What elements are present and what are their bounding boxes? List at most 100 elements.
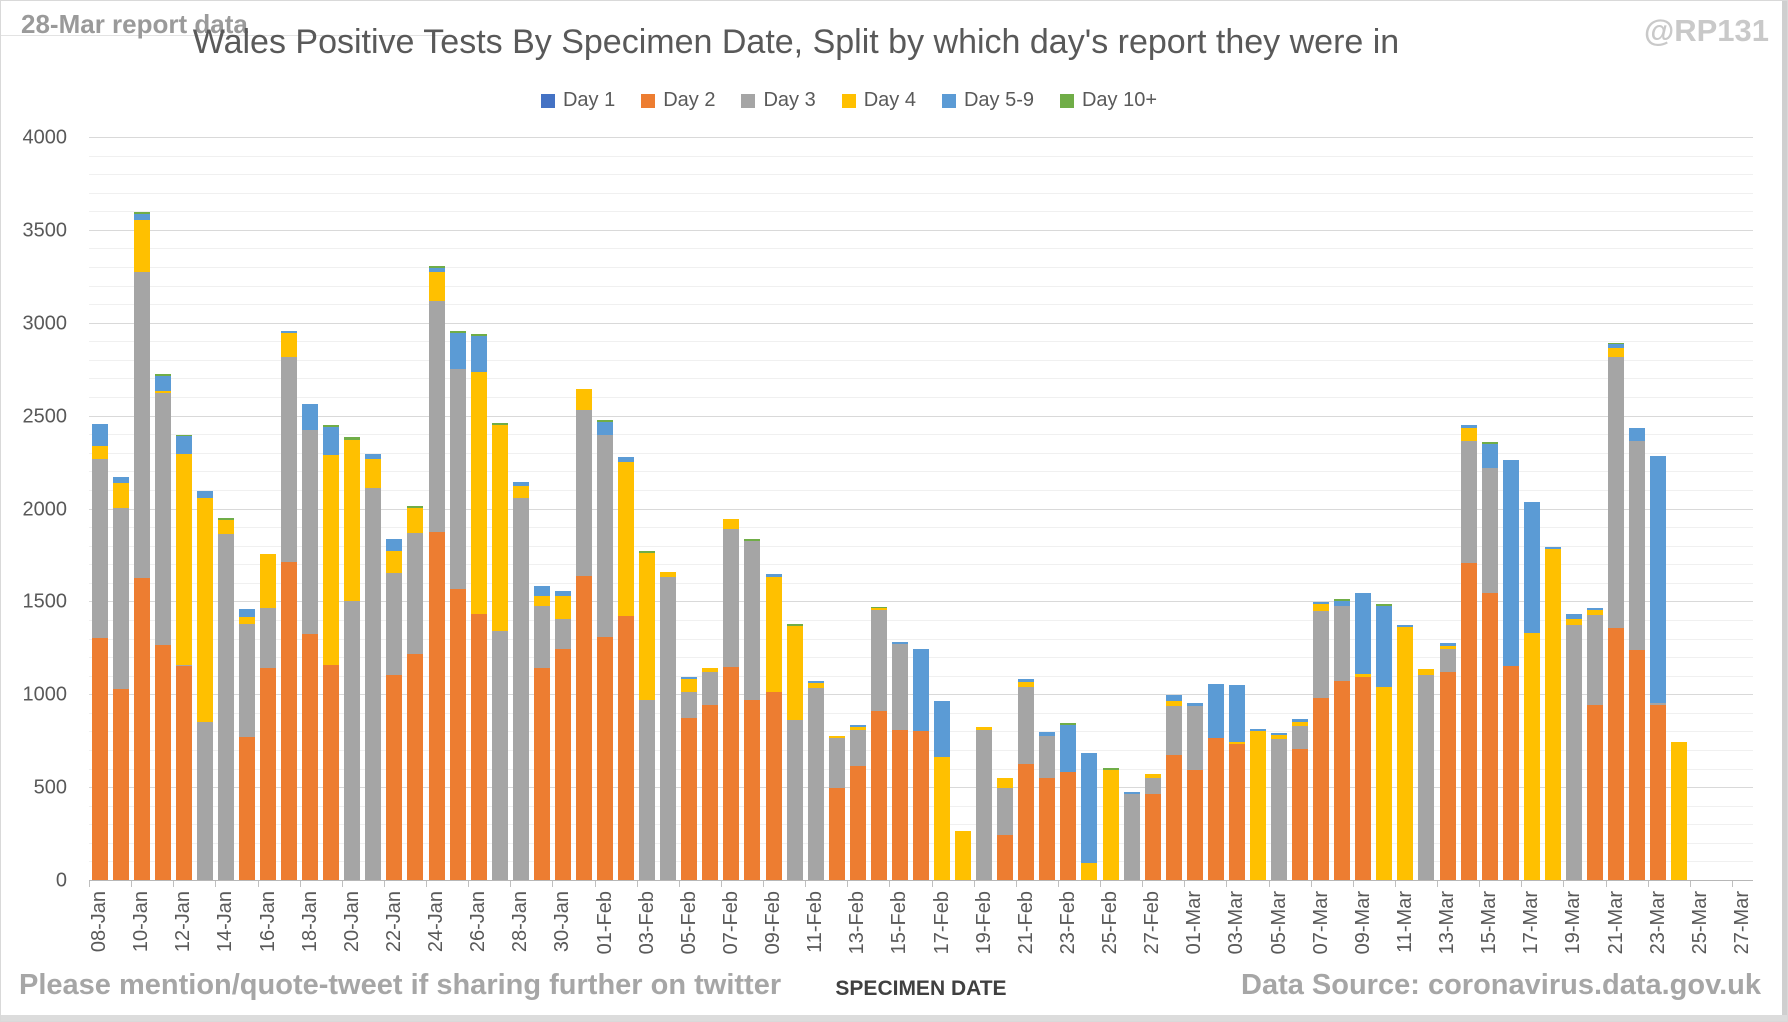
x-axis-tick-label-text: 13-Mar bbox=[1436, 891, 1459, 955]
bar-segment bbox=[91, 637, 108, 881]
bar-segment bbox=[912, 648, 929, 731]
stacked-bar bbox=[1313, 602, 1330, 881]
x-axis-tick-label-text: 05-Mar bbox=[1267, 891, 1290, 955]
bar-column-06-Feb bbox=[700, 138, 721, 881]
x-axis-tick bbox=[678, 881, 680, 887]
bar-column-03-Feb bbox=[637, 138, 658, 881]
bar-column-25-Feb bbox=[1100, 138, 1121, 881]
legend-label: Day 5-9 bbox=[963, 89, 1034, 111]
bar-column-27-Jan bbox=[489, 138, 510, 881]
footer-note: Please mention/quote-tweet if sharing fu… bbox=[19, 969, 782, 1001]
legend-swatch bbox=[540, 93, 555, 108]
bar-segment bbox=[323, 454, 340, 665]
bar-segment bbox=[407, 654, 424, 881]
bar-segment bbox=[1102, 767, 1119, 770]
bar-column-02-Mar bbox=[1205, 138, 1226, 881]
bar-segment bbox=[786, 625, 803, 721]
stacked-bar bbox=[660, 571, 677, 881]
bar-segment bbox=[386, 572, 403, 675]
stacked-bar bbox=[891, 642, 908, 881]
x-axis-tick bbox=[1184, 881, 1186, 887]
x-axis-tick-label: 13-Feb bbox=[846, 891, 869, 971]
bar-segment bbox=[597, 420, 614, 423]
bar-segment bbox=[154, 373, 171, 376]
bar-segment bbox=[891, 644, 908, 730]
legend-label: Day 1 bbox=[562, 89, 616, 111]
bar-segment bbox=[1313, 698, 1330, 881]
x-axis-tick bbox=[1015, 881, 1017, 887]
bar-segment bbox=[196, 722, 213, 881]
stacked-bar bbox=[997, 777, 1014, 881]
stacked-bar bbox=[1629, 427, 1646, 881]
bar-segment bbox=[828, 788, 845, 881]
x-axis-tick-label-text: 28-Jan bbox=[509, 891, 532, 953]
bar-segment bbox=[1355, 593, 1372, 674]
bar-segment bbox=[1292, 719, 1309, 723]
bar-segment bbox=[1565, 619, 1582, 625]
stacked-bar bbox=[1523, 502, 1540, 881]
minor-gridline bbox=[89, 434, 1753, 436]
y-axis-tick-label: 2000 bbox=[22, 498, 68, 520]
y-axis-tick-label: 0 bbox=[55, 869, 67, 892]
bar-segment bbox=[428, 301, 445, 532]
bar-segment bbox=[1629, 649, 1646, 881]
stacked-bar bbox=[554, 591, 571, 881]
bar-segment bbox=[1418, 669, 1435, 675]
bar-segment bbox=[428, 266, 445, 269]
x-axis-tick-label-text: 27-Feb bbox=[1141, 891, 1164, 955]
bar-segment bbox=[323, 664, 340, 881]
bar-segment bbox=[1018, 763, 1035, 881]
bar-segment bbox=[702, 705, 719, 881]
bar-segment bbox=[1439, 648, 1456, 673]
bar-segment bbox=[849, 729, 866, 766]
x-axis-tick-label-text: 05-Feb bbox=[677, 891, 700, 955]
bar-segment bbox=[1650, 455, 1667, 703]
x-axis-tick bbox=[1605, 881, 1607, 887]
bar-segment bbox=[344, 600, 361, 881]
bar-column-26-Jan bbox=[468, 138, 489, 881]
bar-segment bbox=[870, 609, 887, 712]
bar-segment bbox=[1586, 607, 1603, 610]
bar-segment bbox=[1165, 695, 1182, 701]
stacked-bar bbox=[1165, 695, 1182, 881]
bar-segment bbox=[1608, 344, 1625, 348]
bar-segment bbox=[428, 268, 445, 272]
x-axis-tick-label-text: 25-Feb bbox=[1099, 891, 1122, 955]
bar-segment bbox=[344, 439, 361, 601]
stacked-bar bbox=[386, 539, 403, 881]
bar-segment bbox=[470, 335, 487, 373]
bar-segment bbox=[533, 668, 550, 881]
x-axis-tick bbox=[1268, 881, 1270, 887]
bar-column-05-Feb bbox=[679, 138, 700, 881]
bar-segment bbox=[1608, 347, 1625, 358]
legend-item: Day 5-9 bbox=[941, 89, 1034, 112]
x-axis-tick-label-text: 03-Mar bbox=[1225, 891, 1248, 955]
bar-segment bbox=[91, 424, 108, 447]
bar-segment bbox=[1460, 440, 1477, 564]
x-axis-tick-label: 05-Feb bbox=[678, 891, 700, 971]
bar-segment bbox=[1313, 602, 1330, 605]
stacked-bar bbox=[1460, 425, 1477, 881]
x-axis-tick-label: 03-Mar bbox=[1225, 891, 1248, 971]
bar-segment bbox=[870, 607, 887, 610]
bar-column-16-Mar bbox=[1500, 138, 1521, 881]
bar-segment bbox=[597, 435, 614, 637]
bar-segment bbox=[554, 619, 571, 649]
x-axis-tick-label-text: 17-Feb bbox=[930, 891, 953, 955]
bar-segment bbox=[1629, 427, 1646, 441]
x-axis-tick-label-text: 19-Feb bbox=[972, 891, 995, 955]
y-axis-tick-label: 3000 bbox=[22, 312, 68, 335]
x-axis-tick-label: 08-Jan bbox=[88, 891, 111, 971]
bar-segment bbox=[870, 607, 887, 608]
bar-column-12-Feb bbox=[826, 138, 847, 881]
bar-segment bbox=[1355, 676, 1372, 881]
bar-column-13-Jan bbox=[194, 138, 215, 881]
stacked-bar bbox=[765, 573, 782, 881]
bar-segment bbox=[1397, 627, 1414, 881]
x-axis-tick bbox=[89, 881, 90, 887]
bar-segment bbox=[1249, 730, 1266, 881]
bar-segment bbox=[1334, 606, 1351, 682]
bar-segment bbox=[154, 390, 171, 393]
x-axis-tick-label: 01-Feb bbox=[594, 891, 616, 971]
stacked-bar bbox=[681, 676, 698, 881]
